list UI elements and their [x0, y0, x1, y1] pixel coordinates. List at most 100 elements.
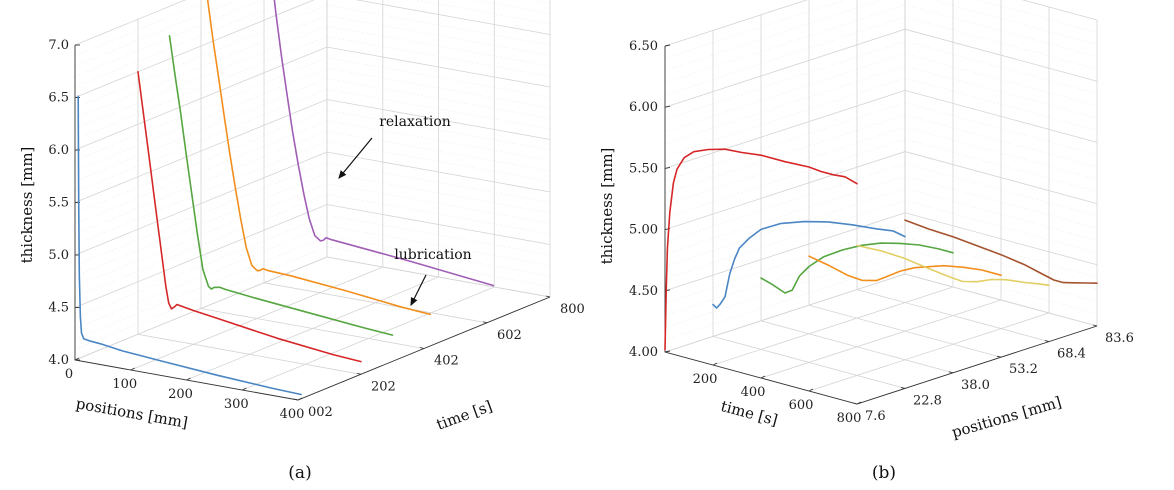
y-tick-label: 53.2	[1009, 362, 1038, 377]
grid-line	[74, 183, 551, 287]
grid-line	[74, 0, 551, 77]
y-tick-mark	[419, 347, 425, 349]
grid-line	[712, 286, 954, 366]
grid-line	[664, 200, 1098, 279]
panel-a-caption: (a)	[288, 463, 311, 483]
z-tick-label: 6.0	[48, 143, 69, 158]
x-tick-label: 400	[741, 385, 766, 400]
x-tick-mark	[297, 397, 303, 401]
x-tick-mark	[74, 357, 80, 361]
grid-line	[760, 299, 1002, 379]
z-tick-label: 6.5	[48, 91, 69, 106]
y-tick-mark	[1092, 324, 1098, 327]
y-tick-label: 22.8	[913, 393, 942, 408]
grid-line	[74, 172, 551, 277]
z-tick-label: 4.5	[48, 301, 69, 316]
x-tick-mark	[808, 388, 814, 392]
z-tick-label: 5.5	[48, 196, 69, 211]
series-line-3	[206, 0, 432, 316]
grid-line	[664, 151, 1098, 230]
y-tick-mark	[996, 355, 1002, 358]
series-line-5	[904, 219, 1098, 285]
grid-line	[664, 65, 1098, 145]
series-line-1	[137, 71, 362, 363]
x-tick-label: 400	[280, 407, 305, 422]
series-line-4	[856, 244, 1050, 287]
y-tick-label: 602	[497, 328, 522, 343]
grid-line	[200, 308, 425, 349]
grid-line	[74, 67, 551, 172]
z-tick-mark	[664, 44, 671, 47]
grid-line	[664, 77, 1098, 157]
x-tick-label: 300	[224, 397, 249, 412]
z-tick-label: 5.0	[48, 248, 69, 263]
grid-line	[74, 4, 551, 109]
grid-line	[664, 273, 1098, 353]
y-tick-label: 68.4	[1057, 347, 1086, 362]
x-tick-label: 800	[837, 411, 862, 426]
annotation-arrow	[410, 274, 427, 307]
x-tick-mark	[760, 375, 766, 379]
grid-line	[664, 4, 1098, 83]
x-axis-label: time [s]	[719, 397, 780, 429]
grid-line	[664, 16, 1098, 96]
annotation-relaxation: relaxation	[379, 114, 451, 130]
y-tick-label: 7.6	[865, 409, 886, 424]
y-tick-mark	[948, 371, 954, 374]
grid-line	[664, 53, 1098, 132]
grid-line	[664, 139, 1098, 218]
grid-line	[74, 235, 551, 340]
y-tick-label: 83.6	[1105, 331, 1134, 346]
grid-line	[74, 25, 551, 130]
y-tick-mark	[1044, 340, 1050, 343]
z-tick-label: 5.50	[629, 161, 658, 176]
grid-line	[74, 130, 551, 235]
z-axis-label: thickness [mm]	[18, 147, 36, 264]
y-tick-label: 38.0	[961, 378, 990, 393]
x-tick-mark	[186, 377, 191, 381]
series-line-2	[760, 242, 954, 294]
grid-line	[664, 187, 1098, 267]
grid-line	[74, 204, 551, 308]
z-tick-label: 4.00	[629, 345, 658, 360]
series-line-0	[77, 95, 302, 396]
grid-line	[74, 36, 551, 140]
y-tick-mark	[293, 398, 299, 401]
y-tick-label: 002	[308, 405, 333, 420]
grid-line	[74, 0, 187, 46]
x-tick-mark	[712, 362, 718, 366]
y-tick-mark	[356, 372, 362, 375]
x-tick-label: 200	[168, 387, 193, 402]
grid-line	[664, 126, 1098, 206]
series-line-3	[808, 255, 1002, 282]
grid-line	[242, 286, 495, 391]
y-tick-mark	[545, 295, 551, 298]
grid-line	[326, 256, 551, 298]
y-tick-mark	[900, 386, 906, 389]
series-line-2	[168, 34, 394, 336]
grid-line	[74, 57, 551, 161]
x-tick-mark	[856, 401, 862, 405]
grid-line	[74, 99, 551, 203]
grid-line	[664, 224, 1098, 304]
y-axis-label: positions [mm]	[950, 393, 1064, 442]
grid-line	[664, 102, 1098, 181]
y-tick-mark	[482, 321, 488, 324]
x-tick-label: 100	[112, 377, 137, 392]
x-tick-label: 200	[693, 372, 718, 387]
grid-line	[664, 0, 1098, 47]
panel-b-gridlines	[664, 0, 1098, 405]
z-tick-mark	[664, 350, 671, 353]
z-tick-label: 5.00	[629, 223, 658, 238]
z-tick-label: 4.50	[629, 284, 658, 299]
panel-a-3d-chart: 4.0 4.5 5.0 5.5 6.0 6.5 7.0 0 100 200 300 400 002 202…	[18, 0, 585, 483]
grid-line	[664, 0, 1098, 71]
z-tick-label: 6.00	[629, 100, 658, 115]
z-tick-label: 7.0	[48, 38, 69, 53]
grid-line	[664, 41, 1098, 120]
panel-b-axes	[664, 46, 1098, 405]
panel-a-gridlines	[74, 0, 551, 401]
grid-line	[664, 273, 906, 353]
z-tick-mark	[664, 105, 671, 108]
